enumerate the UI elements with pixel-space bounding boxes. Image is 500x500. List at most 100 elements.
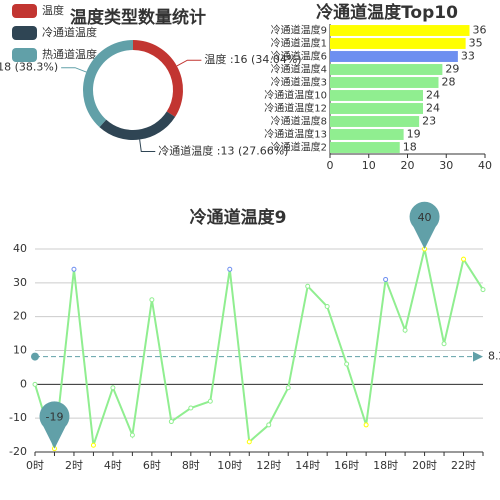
point [285,385,291,391]
mark-pin-label: -19 [45,411,63,424]
point [363,422,369,428]
x-tick-label: 22时 [451,459,476,472]
x-tick-label: 6时 [143,459,161,472]
bar [330,90,423,101]
x-tick-label: 8时 [182,459,200,472]
label-line [176,59,202,67]
x-tick-label: 12时 [256,459,281,472]
chart-title: 冷通道温度9 [190,207,287,228]
slice-label: 热通道温度 :18 (38.3%) [0,60,58,74]
label-line [61,67,87,73]
value-label: 24 [426,89,440,102]
x-tick-label: 0 [327,159,334,172]
point [246,439,252,445]
y-tick-label: 冷通道温度9 [271,24,327,37]
mean-arrow [473,351,483,362]
y-tick-label: 冷通道温度12 [264,102,327,115]
y-tick-label: 冷通道温度1 [271,37,327,50]
legend-swatch [12,26,37,40]
x-tick-label: 10时 [217,459,242,472]
line [34,248,484,449]
y-tick-label: 冷通道温度13 [264,128,327,141]
mark-pin-label: 40 [418,211,432,224]
value-label: 18 [403,141,417,154]
value-label: 29 [445,63,459,76]
chart-title: 温度类型数量统计 [70,7,206,28]
legend-label: 温度 [42,3,64,17]
mark-pin [39,401,70,449]
y-tick-label: 20 [13,310,27,323]
bar [330,142,400,153]
point [90,442,96,448]
y-tick-label: -10 [9,411,27,424]
pie-slice [133,40,183,117]
y-tick-label: 10 [13,344,27,357]
legend-swatch [12,48,37,62]
mark-pin [409,201,440,249]
point [461,256,467,262]
value-label: 33 [461,50,475,63]
x-tick-label: 20时 [412,459,437,472]
point [188,405,194,411]
bar [330,51,458,62]
point [441,341,447,347]
point [32,381,38,387]
y-tick-label: 40 [13,242,27,255]
pie-slice [99,111,176,140]
x-tick-label: 4时 [104,459,122,472]
x-tick-label: 30 [439,159,453,172]
y-tick-label: 冷通道温度8 [271,115,327,128]
legend-swatch [12,4,37,18]
slice-label: 温度 :16 (34.04%) [204,52,301,66]
y-tick-label: 冷通道温度6 [271,50,327,63]
point [129,432,135,438]
point [324,304,330,310]
value-label: 28 [442,76,456,89]
y-tick-label: 冷通道温度2 [271,141,327,154]
y-tick-label: 0 [20,377,27,390]
y-tick-label: 冷通道温度10 [264,89,327,102]
y-tick-label: 冷通道温度4 [271,63,327,76]
x-tick-label: 40 [478,159,492,172]
point [168,419,174,425]
x-tick-label: 16时 [334,459,359,472]
point [344,361,350,367]
bar [330,129,404,140]
point [402,327,408,333]
value-label: 35 [469,37,483,50]
point [227,266,233,272]
bar [330,77,439,88]
point [480,287,486,293]
bar [330,103,423,114]
chart-title: 冷通道温度Top10 [316,2,458,23]
legend-label: 冷通道温度 [42,25,97,39]
y-tick-label: 冷通道温度3 [271,76,327,89]
point [305,283,311,289]
x-tick-label: 0时 [26,459,44,472]
point [207,398,213,404]
value-label: 23 [422,115,436,128]
point [383,276,389,282]
mean-label: 8.2 [488,350,500,363]
point [266,422,272,428]
value-label: 19 [407,128,421,141]
y-tick-label: -20 [9,445,27,458]
label-line [139,139,156,152]
legend-label: 热通道温度 [42,47,97,61]
point [149,297,155,303]
x-tick-label: 10 [362,159,376,172]
x-tick-label: 18时 [373,459,398,472]
pie-slice [83,40,133,128]
bar [330,38,466,49]
y-tick-label: 30 [13,276,27,289]
x-tick-label: 2时 [65,459,83,472]
value-label: 36 [473,24,487,37]
value-label: 24 [426,102,440,115]
slice-label: 冷通道温度 :13 (27.66%) [158,143,288,157]
x-tick-label: 14时 [295,459,320,472]
mean-start [31,352,39,361]
bar [330,25,470,36]
point [110,385,116,391]
bar [330,116,420,127]
